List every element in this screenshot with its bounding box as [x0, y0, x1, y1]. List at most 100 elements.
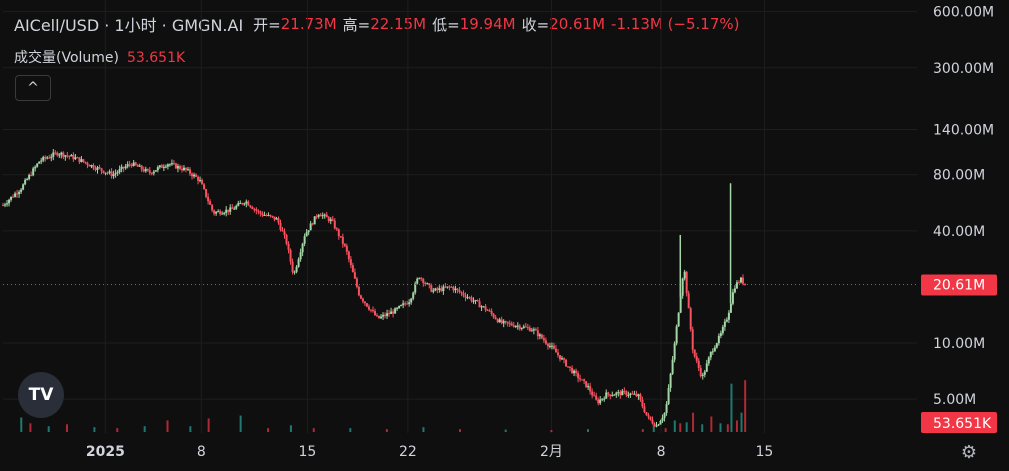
candle-body	[96, 167, 99, 170]
volume-bar	[652, 425, 655, 432]
candle-body	[667, 387, 670, 405]
candle-body	[277, 218, 280, 223]
candle-body	[625, 391, 628, 396]
candle-body	[267, 214, 270, 216]
candle-body	[444, 286, 447, 288]
candle-body	[490, 310, 493, 314]
candle-body	[98, 167, 101, 169]
candle-body	[323, 214, 326, 216]
volume-bar	[673, 420, 676, 432]
candle-body	[456, 288, 459, 290]
candle-body	[263, 214, 266, 216]
candle-body	[703, 371, 706, 375]
candle-body	[422, 278, 425, 284]
candle-body	[607, 392, 610, 395]
candle-body	[170, 163, 173, 165]
candle-body	[424, 283, 427, 285]
candle-body	[715, 343, 718, 348]
candle-body	[72, 154, 75, 160]
gear-icon[interactable]: ⚙	[960, 441, 978, 463]
candle-body	[705, 363, 708, 372]
change-value: -1.13M (−5.17%)	[611, 15, 740, 33]
candle-body	[731, 292, 734, 304]
tradingview-logo-icon[interactable]: TV	[18, 372, 64, 418]
candle-body	[693, 349, 696, 357]
candle-body	[376, 315, 379, 317]
candle-body	[331, 219, 334, 221]
candle-body	[16, 193, 19, 195]
volume-bar	[459, 429, 461, 432]
high-label: 高=	[342, 15, 371, 34]
candle-body	[281, 229, 284, 232]
candle-body	[735, 282, 738, 289]
candle-body	[44, 157, 47, 159]
candle-body	[90, 165, 93, 167]
candle-body	[189, 169, 192, 174]
candle-body	[697, 360, 700, 368]
candle-body	[223, 212, 226, 214]
candle-body	[406, 303, 409, 305]
candle-body	[193, 174, 196, 177]
candle-body	[454, 288, 457, 291]
last-price-label: 20.61M	[933, 278, 985, 294]
candle-body	[211, 204, 214, 211]
volume-bar	[701, 424, 704, 432]
candle-body	[50, 156, 53, 158]
candle-body	[10, 196, 13, 200]
candle-body	[199, 180, 202, 182]
candle-body	[305, 232, 308, 237]
candle-body	[727, 312, 730, 320]
candle-body	[355, 278, 358, 287]
candle-body	[74, 157, 77, 160]
candle-body	[357, 286, 360, 296]
candle-body	[36, 163, 39, 167]
candle-body	[488, 310, 491, 312]
candle-body	[116, 172, 119, 174]
last-price-badge	[921, 274, 997, 296]
candle-body	[478, 301, 481, 308]
candle-body	[520, 327, 523, 329]
candle-body	[434, 288, 437, 291]
candle-body	[617, 391, 620, 393]
volume-bar	[166, 420, 169, 432]
y-tick-label: 5.00M	[933, 392, 976, 408]
open-label: 开=	[253, 15, 281, 34]
candle-body	[88, 165, 91, 167]
volume-bar	[385, 429, 388, 432]
candle-body	[651, 419, 654, 424]
candle-body	[416, 278, 419, 284]
candle-body	[647, 415, 650, 417]
candle-body	[104, 172, 107, 174]
candle-body	[337, 229, 340, 237]
candle-body	[361, 298, 364, 302]
candle-body	[86, 162, 89, 166]
candle-body	[462, 292, 465, 296]
candle-body	[94, 168, 97, 170]
candle-body	[219, 211, 222, 215]
candle-body	[225, 209, 228, 213]
candle-body	[345, 245, 348, 252]
collapse-legend-button[interactable]: ^	[15, 75, 51, 101]
candle-body	[241, 203, 244, 205]
candle-body	[271, 215, 274, 217]
y-tick-label: 300.00M	[933, 61, 994, 77]
candle-body	[725, 319, 728, 322]
candle-body	[122, 166, 125, 169]
candle-body	[205, 189, 208, 197]
candle-body	[384, 314, 387, 317]
candle-body	[394, 308, 397, 314]
volume-legend[interactable]: 成交量(Volume) 53.651K	[14, 47, 185, 67]
candle-body	[269, 214, 272, 216]
candle-body	[293, 271, 296, 273]
low-value: 19.94M	[459, 15, 516, 33]
candle-body	[152, 171, 155, 174]
candle-body	[146, 169, 149, 171]
candle-body	[623, 390, 626, 392]
candle-body	[470, 297, 473, 301]
candle-body	[197, 176, 200, 181]
candle-body	[247, 201, 250, 206]
candle-body	[158, 165, 161, 168]
candle-body	[126, 164, 129, 167]
symbol-title[interactable]: AICell/USD · 1小时 · GMGN.AI	[14, 16, 244, 35]
